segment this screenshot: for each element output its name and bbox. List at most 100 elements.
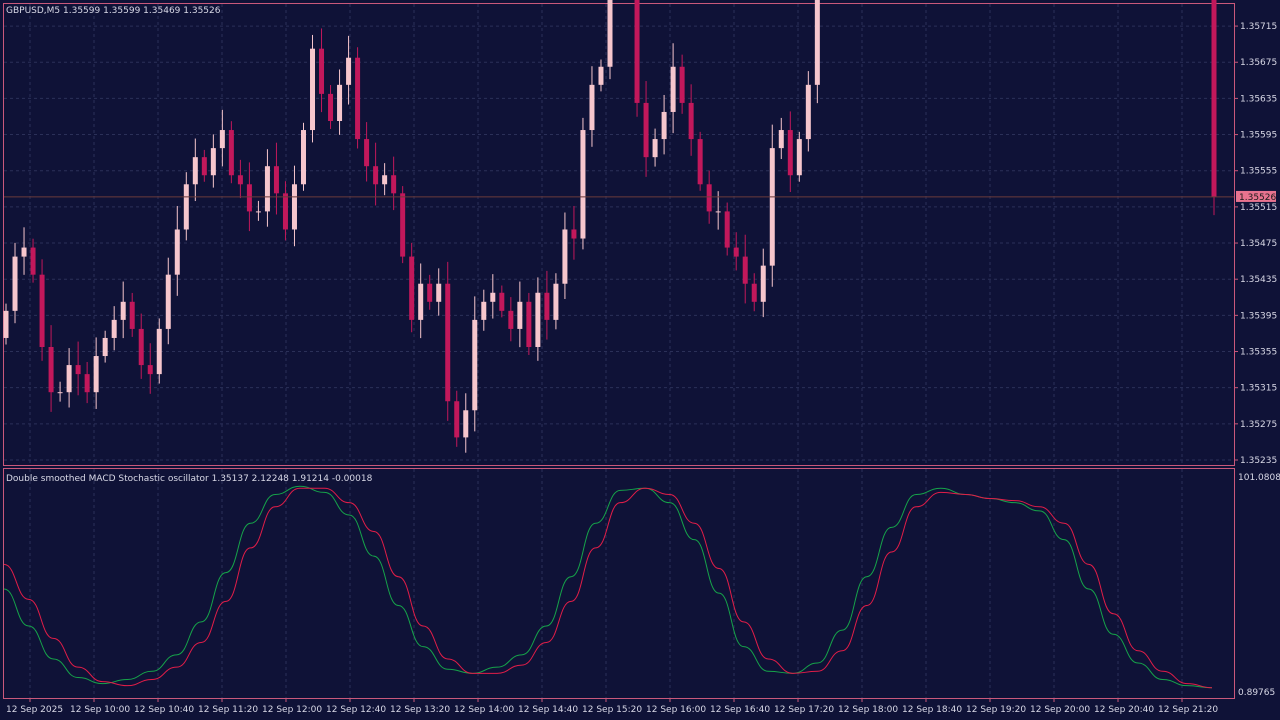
candle-body: [66, 365, 72, 393]
candle-body: [291, 184, 297, 230]
y-tick-label: 1.35595: [1240, 131, 1277, 141]
candle-body: [228, 130, 234, 176]
x-tick-label: 12 Sep 14:40: [518, 705, 578, 715]
oscillator-signal-line: [3, 487, 1213, 689]
x-tick-label: 12 Sep 12:00: [262, 705, 322, 715]
candle-body: [427, 283, 433, 302]
price-panel: [3, 3, 1235, 466]
candle-body: [255, 211, 261, 213]
candle-body: [364, 139, 370, 167]
indicator-top-label: 101.08083: [1238, 473, 1280, 483]
candle-body: [346, 57, 352, 85]
candle-body: [418, 283, 424, 320]
x-tick-label: 12 Sep 10:00: [70, 705, 130, 715]
indicator-bottom-label: 0.89765: [1238, 688, 1275, 698]
x-tick-label: 12 Sep 21:20: [1158, 705, 1218, 715]
y-tick-label: 1.35395: [1240, 311, 1277, 321]
x-tick-label: 12 Sep 20:00: [1030, 705, 1090, 715]
candle-body: [688, 102, 694, 140]
candle-body: [273, 166, 279, 194]
candle-body: [742, 256, 748, 284]
candle-body: [535, 292, 541, 347]
x-tick-label: 12 Sep 13:20: [390, 705, 450, 715]
candle-body: [778, 130, 784, 149]
candle-body: [553, 283, 559, 320]
candle-body: [670, 66, 676, 112]
indicator-panel: [3, 468, 1235, 699]
grid: [4, 4, 1234, 698]
candle-body: [544, 292, 550, 320]
candle-body: [355, 57, 361, 140]
x-tick-label: 12 Sep 16:00: [646, 705, 706, 715]
candle-body: [210, 148, 216, 176]
candle-body: [409, 256, 415, 320]
candle-body: [562, 229, 568, 284]
candle-body: [84, 374, 90, 393]
y-tick-label: 1.35235: [1240, 456, 1277, 466]
candle-body: [634, 0, 640, 103]
y-tick-label: 1.35515: [1240, 203, 1277, 213]
y-tick-label: 1.35555: [1240, 167, 1277, 177]
candle-body: [571, 229, 577, 239]
y-tick-label: 1.35435: [1240, 275, 1277, 285]
candle-body: [517, 301, 523, 329]
candle-body: [580, 130, 586, 239]
x-tick-label: 12 Sep 20:40: [1094, 705, 1154, 715]
candle-body: [787, 130, 793, 176]
x-tick-label: 12 Sep 19:20: [966, 705, 1026, 715]
candles: [3, 0, 1217, 453]
candle-body: [147, 365, 153, 375]
candle-body: [337, 84, 343, 121]
candle-body: [120, 301, 126, 320]
y-tick-label: 1.35635: [1240, 94, 1277, 104]
candle-body: [174, 229, 180, 275]
candle-body: [526, 301, 532, 347]
candle-body: [39, 274, 45, 347]
candle-body: [652, 139, 658, 158]
candle-body: [661, 111, 667, 140]
x-tick-label: 12 Sep 16:40: [710, 705, 770, 715]
candle-body: [219, 130, 225, 149]
candle-body: [1211, 0, 1217, 197]
x-tick-label: 12 Sep 18:40: [902, 705, 962, 715]
candle-body: [445, 283, 451, 402]
candle-body: [706, 184, 712, 212]
x-tick-label: 12 Sep 2025: [6, 705, 63, 715]
candle-body: [30, 247, 36, 275]
candle-body: [508, 310, 514, 329]
x-tick-label: 12 Sep 18:00: [838, 705, 898, 715]
candle-body: [481, 301, 487, 320]
current-price-tag: [1236, 190, 1276, 202]
y-tick-label: 1.35715: [1240, 22, 1277, 32]
candle-body: [382, 175, 388, 185]
candle-body: [814, 0, 820, 85]
candle-body: [463, 410, 469, 438]
candle-body: [264, 166, 270, 212]
x-tick-label: 12 Sep 10:40: [134, 705, 194, 715]
candle-body: [138, 328, 144, 366]
y-tick-label: 1.35275: [1240, 420, 1277, 430]
oscillator-lines: [3, 485, 1213, 689]
candle-body: [3, 310, 9, 338]
price-axis: 1.35715 1.35675 1.35635 1.35595 1.35555 1.355…: [1234, 22, 1277, 466]
candle-body: [589, 84, 595, 131]
candle-body: [319, 48, 325, 94]
candle-body: [733, 247, 739, 257]
candle-body: [769, 148, 775, 266]
candle-body: [237, 175, 243, 185]
y-tick-label: 1.35675: [1240, 58, 1277, 68]
candle-body: [328, 93, 334, 121]
candle-body: [805, 84, 811, 140]
y-tick-label: 1.35355: [1240, 348, 1277, 358]
candle-body: [796, 139, 802, 176]
candle-body: [760, 265, 766, 302]
candle-body: [454, 401, 460, 438]
x-tick-label: 12 Sep 14:00: [454, 705, 514, 715]
candle-body: [472, 319, 478, 411]
candle-body: [75, 365, 81, 375]
candle-body: [300, 130, 306, 185]
y-tick-label: 1.35475: [1240, 239, 1277, 249]
current-price-label: 1.35526: [1239, 193, 1276, 203]
candle-body: [21, 247, 27, 257]
